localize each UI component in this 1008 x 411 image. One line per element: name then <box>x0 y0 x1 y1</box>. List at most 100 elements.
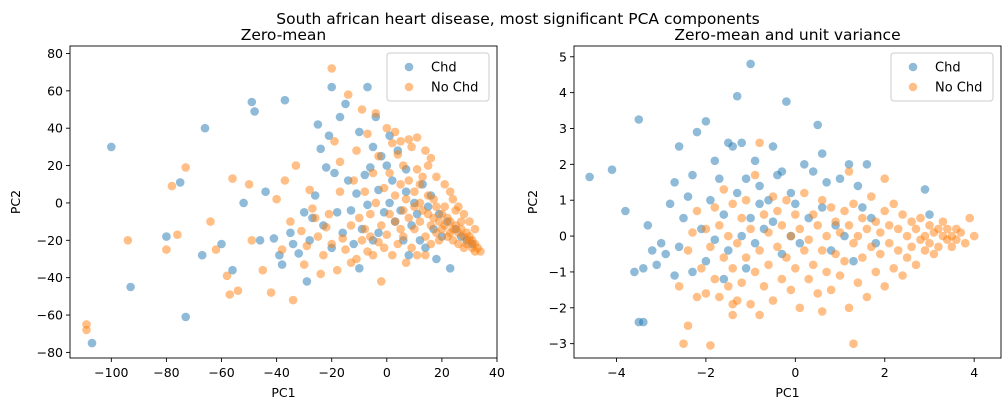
chd-point <box>715 174 724 183</box>
chd-point <box>335 112 345 122</box>
no-chd-point <box>876 249 885 259</box>
chd-point <box>388 176 397 185</box>
no-chd-point <box>399 161 408 170</box>
no-chd-point <box>432 202 441 211</box>
no-chd-point <box>412 250 422 260</box>
no-chd-point <box>382 230 392 239</box>
chd-point <box>261 187 270 196</box>
no-chd-point <box>412 133 422 142</box>
no-chd-point <box>272 194 281 204</box>
no-chd-point <box>920 231 930 241</box>
x-tick-label: −2 <box>697 365 715 380</box>
chd-point <box>299 208 309 217</box>
no-chd-point <box>352 254 361 264</box>
no-chd-point <box>849 238 858 248</box>
no-chd-point <box>399 232 408 241</box>
no-chd-point <box>862 292 872 302</box>
no-chd-point <box>327 239 337 249</box>
no-chd-point <box>808 260 818 270</box>
chd-point <box>750 238 760 248</box>
y-axis-label: PC2 <box>525 190 540 214</box>
y-tick-label: −20 <box>37 233 63 248</box>
no-chd-point <box>911 260 921 270</box>
no-chd-point <box>759 282 769 291</box>
no-chd-point <box>368 250 378 260</box>
no-chd-point <box>800 246 809 255</box>
chd-point <box>621 206 630 216</box>
chd-point <box>674 142 684 151</box>
no-chd-point <box>943 224 952 234</box>
chd-point <box>652 260 661 270</box>
y-tick-label: 0 <box>55 195 63 210</box>
chd-point <box>639 264 648 273</box>
no-chd-point <box>382 123 392 133</box>
no-chd-point <box>728 310 737 320</box>
chd-point <box>404 250 414 260</box>
no-chd-point <box>773 242 782 252</box>
no-chd-point <box>920 246 930 255</box>
y-tick-label: 80 <box>47 46 63 61</box>
no-chd-point <box>366 232 375 241</box>
no-chd-point <box>316 269 326 279</box>
no-chd-point <box>244 180 254 189</box>
chd-point <box>808 167 818 176</box>
chd-point <box>288 239 298 249</box>
no-chd-point <box>313 232 323 241</box>
chd-point <box>432 254 441 264</box>
no-chd-point <box>426 239 436 249</box>
no-chd-point <box>898 210 907 219</box>
y-tick-label: −2 <box>549 300 567 315</box>
chd-point <box>701 117 711 126</box>
no-chd-point <box>445 187 455 196</box>
no-chd-point <box>396 224 405 234</box>
chd-point <box>607 165 617 174</box>
no-chd-point <box>777 274 787 284</box>
axes-frame <box>69 45 498 359</box>
no-chd-point <box>692 292 702 302</box>
no-chd-point <box>907 217 916 226</box>
x-tick-label: 2 <box>881 365 889 380</box>
y-tick-label: −80 <box>37 345 63 360</box>
chd-point <box>630 267 639 277</box>
chd-point <box>321 163 331 172</box>
y-tick-label: 40 <box>47 121 63 136</box>
x-tick-label: −80 <box>153 365 179 380</box>
no-chd-point <box>366 209 375 219</box>
no-chd-point <box>777 221 787 230</box>
no-chd-point <box>233 286 243 296</box>
no-chd-point <box>683 321 693 331</box>
figure-suptitle: South african heart disease, most signif… <box>276 10 759 28</box>
y-tick-label: −60 <box>37 308 63 323</box>
no-chd-point <box>755 310 764 320</box>
no-chd-point <box>363 129 372 139</box>
no-chd-point <box>415 217 425 226</box>
no-chd-point <box>305 185 315 195</box>
no-chd-point <box>715 221 724 230</box>
no-chd-point <box>755 138 764 148</box>
chd-point <box>777 167 787 176</box>
no-chd-point <box>876 228 885 237</box>
chd-point <box>817 203 827 212</box>
legend-no-chd-label: No Chd <box>431 81 478 96</box>
chd-point <box>710 235 720 244</box>
chd-point <box>228 265 237 275</box>
no-chd-point <box>764 260 773 270</box>
no-chd-point <box>310 213 320 223</box>
legend-chd-marker <box>908 62 918 72</box>
chd-point <box>925 210 934 219</box>
y-tick-label: 60 <box>47 83 63 98</box>
no-chd-point <box>952 235 961 244</box>
no-chd-point <box>338 234 348 243</box>
y-tick-label: −40 <box>37 270 63 285</box>
chd-point <box>786 188 796 198</box>
no-chd-point <box>440 202 450 211</box>
chd-point <box>302 277 312 286</box>
no-chd-point <box>291 161 301 170</box>
no-chd-point <box>831 217 840 226</box>
legend-no-chd-label: No Chd <box>935 81 982 96</box>
no-chd-point <box>826 203 836 212</box>
no-chd-point <box>368 168 378 178</box>
chd-point <box>737 231 746 241</box>
no-chd-point <box>266 288 276 297</box>
